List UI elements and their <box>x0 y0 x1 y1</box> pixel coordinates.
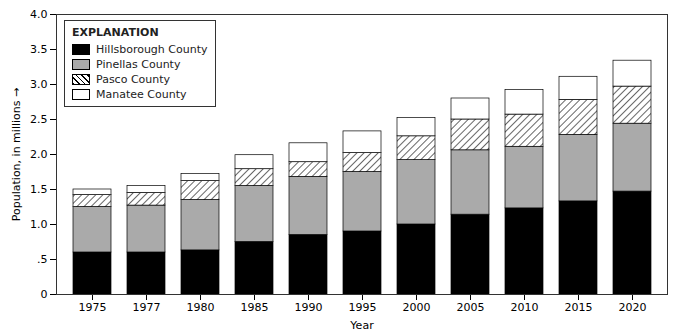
html-text:Pinellas County: Pinellas County <box>96 58 181 71</box>
svg-text:.5: .5 <box>37 253 48 266</box>
html-text:Hillsborough County: Hillsborough County <box>96 43 208 56</box>
svg-text:1975: 1975 <box>79 301 107 314</box>
svg-text:3.5: 3.5 <box>30 43 48 56</box>
svg-text:1990: 1990 <box>295 301 323 314</box>
svg-text:2000: 2000 <box>403 301 431 314</box>
svg-text:1995: 1995 <box>349 301 377 314</box>
svg-text:3.0: 3.0 <box>30 78 48 91</box>
svg-text:2.0: 2.0 <box>30 148 48 161</box>
svg-text:0: 0 <box>41 288 48 301</box>
svg-text:2015: 2015 <box>565 301 593 314</box>
html-text:Pasco County: Pasco County <box>96 73 171 86</box>
html-text:EXPLANATION: EXPLANATION <box>72 26 159 39</box>
svg-text:2020: 2020 <box>619 301 647 314</box>
svg-text:1985: 1985 <box>241 301 269 314</box>
svg-text:4.0: 4.0 <box>30 8 48 21</box>
svg-text:2010: 2010 <box>511 301 539 314</box>
svg-text:2005: 2005 <box>457 301 485 314</box>
svg-text:1.0: 1.0 <box>30 218 48 231</box>
svg-text:2.5: 2.5 <box>30 113 48 126</box>
html-text:Manatee County: Manatee County <box>96 88 187 101</box>
svg-text:Population, in millions →: Population, in millions → <box>10 88 23 221</box>
svg-text:1977: 1977 <box>133 301 161 314</box>
svg-text:1.5: 1.5 <box>30 183 48 196</box>
svg-text:1980: 1980 <box>187 301 215 314</box>
svg-text:Year: Year <box>349 319 374 332</box>
